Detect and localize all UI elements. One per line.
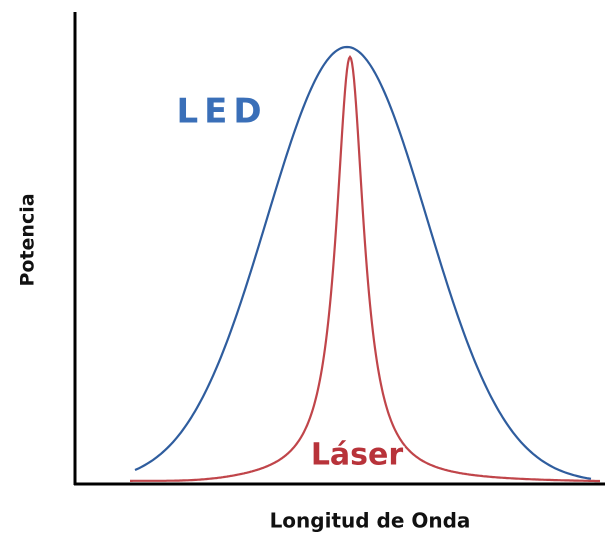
laser-curve: [130, 55, 600, 483]
led-curve: [134, 45, 592, 480]
led-label: LED: [176, 92, 267, 132]
y-axis-label: Potencia: [17, 193, 39, 286]
laser-label: Láser: [311, 438, 404, 473]
x-axis-label: Longitud de Onda: [270, 509, 471, 533]
